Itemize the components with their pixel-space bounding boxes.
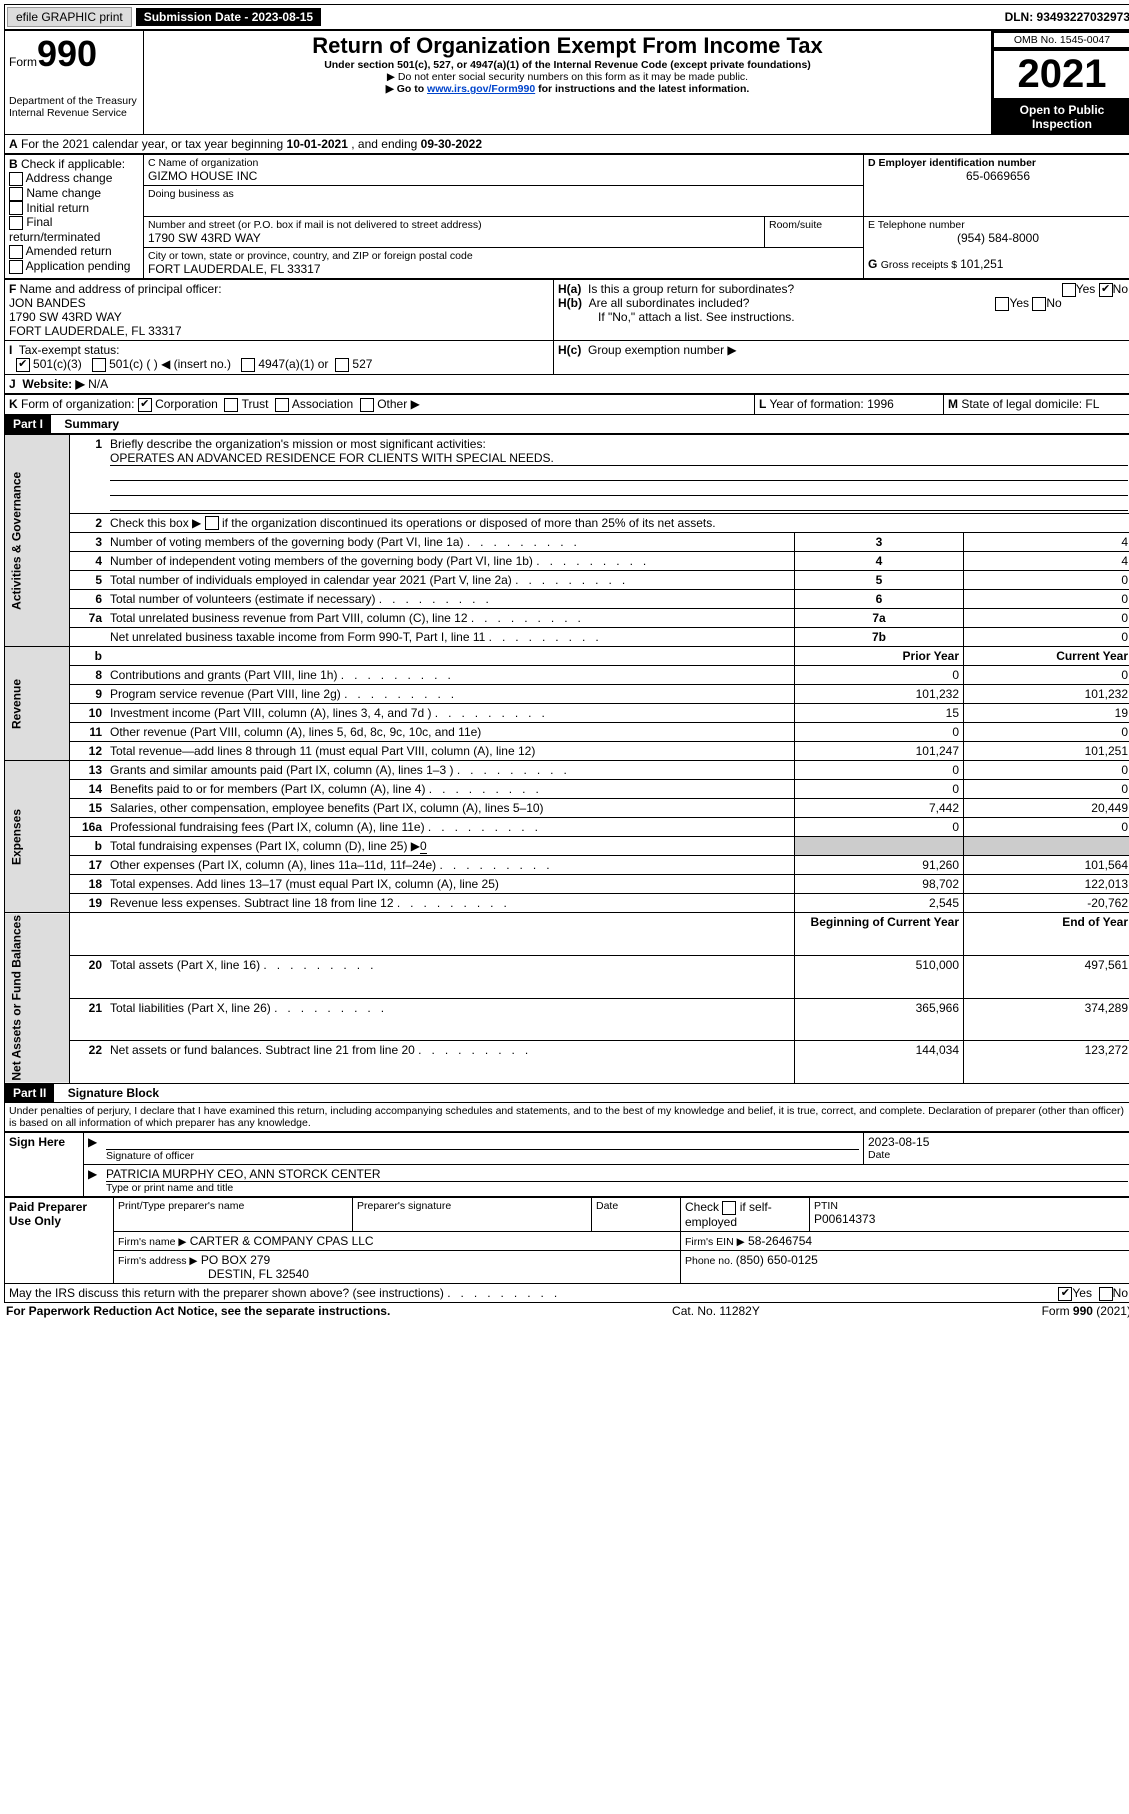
cat-no: Cat. No. 11282Y bbox=[672, 1304, 760, 1318]
may-irs-row: May the IRS discuss this return with the… bbox=[4, 1284, 1129, 1303]
row-a: A For the 2021 calendar year, or tax yea… bbox=[4, 135, 1129, 154]
ein-value: 65-0669656 bbox=[868, 169, 1128, 183]
open-inspection: Open to Public Inspection bbox=[992, 100, 1129, 134]
entity-info-table: B Check if applicable: Address change Na… bbox=[4, 154, 1129, 279]
ein-label: D Employer identification number bbox=[868, 157, 1128, 169]
part1-header: Part I Summary bbox=[4, 415, 1129, 434]
address-change-checkbox[interactable] bbox=[9, 172, 23, 186]
phone-label: E Telephone number bbox=[868, 219, 1128, 231]
street-value: 1790 SW 43RD WAY bbox=[148, 231, 760, 245]
self-employed-checkbox[interactable] bbox=[722, 1201, 736, 1215]
boy-header: Beginning of Current Year bbox=[795, 913, 964, 956]
side-netassets: Net Assets or Fund Balances bbox=[5, 913, 70, 1084]
form-number: 990 bbox=[37, 33, 97, 74]
trust-checkbox[interactable] bbox=[224, 398, 238, 412]
klm-table: K Form of organization: ✔ Corporation Tr… bbox=[4, 394, 1129, 415]
eoy-header: End of Year bbox=[964, 913, 1129, 956]
officer-name-title: PATRICIA MURPHY CEO, ANN STORCK CENTER bbox=[106, 1167, 1128, 1182]
4947-checkbox[interactable] bbox=[241, 358, 255, 372]
year-formation: 1996 bbox=[867, 397, 894, 411]
val-4: 4 bbox=[964, 552, 1129, 571]
omb-label: OMB No. 1545-0047 bbox=[992, 31, 1129, 49]
website-value: N/A bbox=[88, 377, 108, 391]
officer-addr1: 1790 SW 43RD WAY bbox=[9, 310, 122, 324]
firm-addr1: PO BOX 279 bbox=[201, 1253, 270, 1267]
firm-name: CARTER & COMPANY CPAS LLC bbox=[190, 1234, 374, 1248]
gross-receipts: 101,251 bbox=[960, 257, 1003, 271]
amended-return-checkbox[interactable] bbox=[9, 245, 23, 259]
phone-value: (954) 584-8000 bbox=[868, 231, 1128, 245]
pra-notice: For Paperwork Reduction Act Notice, see … bbox=[6, 1304, 390, 1318]
firm-phone: (850) 650-0125 bbox=[736, 1253, 818, 1267]
org-name-label: C Name of organization bbox=[148, 157, 859, 169]
current-year-header: Current Year bbox=[964, 647, 1129, 666]
efile-button[interactable]: efile GRAPHIC print bbox=[7, 7, 132, 27]
perjury-declaration: Under penalties of perjury, I declare th… bbox=[4, 1103, 1129, 1132]
officer-addr2: FORT LAUDERDALE, FL 33317 bbox=[9, 324, 182, 338]
preparer-table: Paid Preparer Use Only Print/Type prepar… bbox=[4, 1197, 1129, 1284]
form-footer: Form 990 (2021) bbox=[1042, 1304, 1129, 1318]
tax-year: 2021 bbox=[1018, 52, 1107, 96]
side-expenses: Expenses bbox=[5, 761, 70, 913]
signature-table: Sign Here ▶ Signature of officer 2023-08… bbox=[4, 1132, 1129, 1197]
part2-header: Part II Signature Block bbox=[4, 1084, 1129, 1103]
mission-text: OPERATES AN ADVANCED RESIDENCE FOR CLIEN… bbox=[110, 451, 1128, 466]
top-bar: efile GRAPHIC print Submission Date - 20… bbox=[4, 4, 1129, 30]
val-3: 4 bbox=[964, 533, 1129, 552]
ha-yes-checkbox[interactable] bbox=[1062, 283, 1076, 297]
room-label: Room/suite bbox=[769, 219, 859, 231]
firm-addr2: DESTIN, FL 32540 bbox=[208, 1267, 309, 1281]
sign-here-label: Sign Here bbox=[5, 1133, 84, 1197]
sig-date: 2023-08-15 bbox=[868, 1135, 1128, 1149]
dln-label: DLN: 93493227032973 bbox=[1005, 10, 1129, 24]
assoc-checkbox[interactable] bbox=[275, 398, 289, 412]
name-change-checkbox[interactable] bbox=[9, 187, 23, 201]
may-irs-no-checkbox[interactable] bbox=[1099, 1287, 1113, 1301]
prior-year-header: Prior Year bbox=[795, 647, 964, 666]
initial-return-checkbox[interactable] bbox=[9, 201, 23, 215]
part1-table: Activities & Governance 1 Briefly descri… bbox=[4, 434, 1129, 1084]
ptin-value: P00614373 bbox=[814, 1212, 1128, 1226]
val-5: 0 bbox=[964, 571, 1129, 590]
form-label: Form bbox=[9, 55, 37, 69]
501c3-checkbox[interactable]: ✔ bbox=[16, 358, 30, 372]
val-7b: 0 bbox=[964, 628, 1129, 647]
note-ssn: ▶ Do not enter social security numbers o… bbox=[148, 71, 987, 83]
dept-label: Department of the Treasury bbox=[9, 95, 139, 107]
state-domicile: FL bbox=[1085, 397, 1099, 411]
hb-no-checkbox[interactable] bbox=[1032, 297, 1046, 311]
ha-no-checkbox[interactable]: ✔ bbox=[1099, 283, 1113, 297]
footer: For Paperwork Reduction Act Notice, see … bbox=[4, 1303, 1129, 1319]
firm-ein: 58-2646754 bbox=[748, 1234, 812, 1248]
officer-group-table: F Name and address of principal officer:… bbox=[4, 279, 1129, 394]
note-goto: ▶ Go to www.irs.gov/Form990 for instruct… bbox=[148, 83, 987, 95]
discontinued-checkbox[interactable] bbox=[205, 516, 219, 530]
val-6: 0 bbox=[964, 590, 1129, 609]
irs-label: Internal Revenue Service bbox=[9, 107, 139, 119]
street-label: Number and street (or P.O. box if mail i… bbox=[148, 219, 760, 231]
form-header-table: Form990 Department of the Treasury Inter… bbox=[4, 30, 1129, 135]
paid-preparer-label: Paid Preparer Use Only bbox=[5, 1198, 114, 1284]
side-revenue: Revenue bbox=[5, 647, 70, 761]
final-return-checkbox[interactable] bbox=[9, 216, 23, 230]
may-irs-yes-checkbox[interactable]: ✔ bbox=[1058, 1287, 1072, 1301]
dba-label: Doing business as bbox=[148, 188, 859, 200]
corp-checkbox[interactable]: ✔ bbox=[138, 398, 152, 412]
form-title: Return of Organization Exempt From Incom… bbox=[148, 33, 987, 59]
city-label: City or town, state or province, country… bbox=[148, 250, 859, 262]
527-checkbox[interactable] bbox=[335, 358, 349, 372]
501c-checkbox[interactable] bbox=[92, 358, 106, 372]
form-subtitle: Under section 501(c), 527, or 4947(a)(1)… bbox=[148, 59, 987, 71]
officer-name: JON BANDES bbox=[9, 296, 86, 310]
city-value: FORT LAUDERDALE, FL 33317 bbox=[148, 262, 859, 276]
other-checkbox[interactable] bbox=[360, 398, 374, 412]
hb-yes-checkbox[interactable] bbox=[995, 297, 1009, 311]
side-activities: Activities & Governance bbox=[5, 434, 70, 647]
app-pending-checkbox[interactable] bbox=[9, 260, 23, 274]
submission-date-button[interactable]: Submission Date - 2023-08-15 bbox=[136, 8, 321, 26]
irs-link[interactable]: www.irs.gov/Form990 bbox=[427, 83, 535, 95]
val-7a: 0 bbox=[964, 609, 1129, 628]
org-name: GIZMO HOUSE INC bbox=[148, 169, 859, 183]
